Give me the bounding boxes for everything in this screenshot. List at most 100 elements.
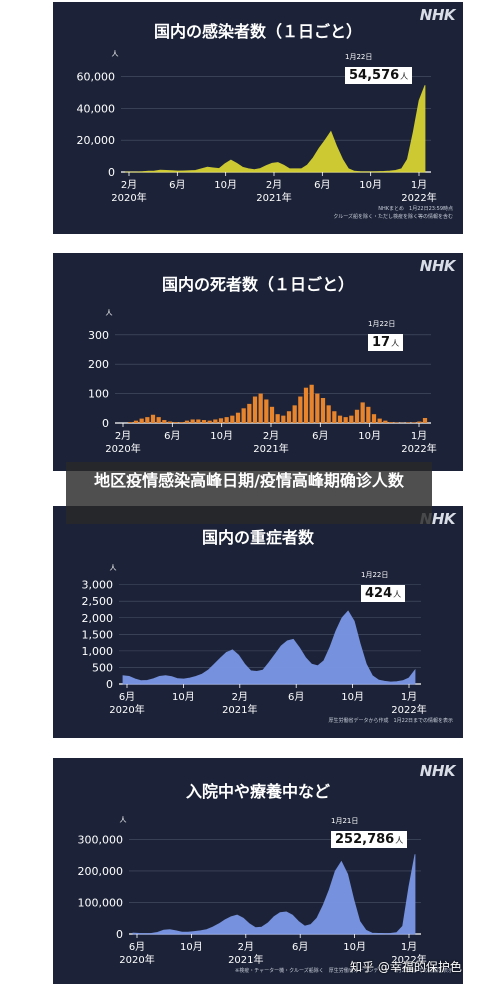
bar [145, 417, 150, 423]
y-unit-label: 人 [110, 564, 117, 572]
y-tick-label: 20,000 [77, 134, 116, 147]
x-tick-sublabel: 2022年 [391, 953, 426, 966]
y-tick-label: 0 [108, 166, 115, 179]
y-tick-label: 60,000 [77, 71, 116, 84]
x-tick-label: 6月 [164, 430, 180, 442]
x-tick-sublabel: 2022年 [401, 191, 436, 204]
y-unit-label: 人 [120, 816, 127, 824]
bar [179, 422, 184, 423]
latest-value-callout: 1月21日 252,786人 [331, 816, 408, 848]
bar [213, 419, 218, 423]
bar [162, 420, 167, 423]
chart-panel-cases: 国内の感染者数（１日ごと） NHK 人 0 20,000 40,000 60,000 2月… [53, 2, 463, 234]
bar [258, 393, 263, 423]
x-tick-label: 1月 [411, 179, 427, 191]
x-tick-sublabel: 2021年 [228, 953, 263, 966]
bar [349, 415, 354, 423]
callout-unit: 人 [400, 72, 409, 81]
y-tick-label: 0 [116, 928, 123, 941]
series-area [132, 854, 416, 935]
bar [156, 417, 161, 423]
y-tick-label: 300,000 [78, 833, 124, 846]
source-note: 厚生労働省データから作成 1月22日までの情報を表示 [328, 717, 453, 724]
callout-date: 1月21日 [331, 817, 359, 825]
callout-value: 17 [372, 335, 391, 350]
bar [269, 406, 275, 423]
bar [309, 384, 314, 423]
x-tick-label: 10月 [359, 179, 382, 191]
bar [230, 415, 235, 423]
x-tick-sublabel: 2022年 [401, 442, 436, 455]
y-tick-label: 3,000 [82, 579, 114, 592]
chart-title: 入院中や療養中など [185, 782, 330, 801]
y-tick-label: 500 [92, 661, 113, 674]
x-tick-sublabel: 2022年 [391, 703, 426, 716]
bar [315, 393, 320, 423]
chart-title: 国内の感染者数（１日ごと） [153, 22, 362, 41]
y-tick-label: 0 [102, 417, 109, 430]
callout-value-box: 424人 [361, 585, 406, 602]
x-tick-label: 6月 [169, 179, 185, 191]
bar [241, 408, 246, 423]
y-tick-label: 100 [88, 388, 109, 401]
callout-date: 1月22日 [345, 53, 373, 61]
latest-value-callout: 1月22日 17人 [368, 319, 404, 351]
x-tick-sublabel: 2020年 [105, 442, 140, 455]
callout-unit: 人 [393, 590, 402, 599]
y-tick-label: 2,000 [82, 612, 114, 625]
bar [326, 405, 331, 423]
bar [218, 418, 224, 423]
x-tick-label: 1月 [401, 691, 417, 703]
y-tick-label: 100,000 [78, 896, 124, 909]
x-tick-label: 6月 [119, 691, 135, 703]
y-tick-label: 200,000 [78, 865, 124, 878]
y-tick-label: 1,000 [82, 645, 114, 658]
bar [201, 420, 207, 423]
x-tick-label: 2月 [115, 430, 131, 442]
x-tick-label: 10月 [214, 179, 237, 191]
bar [173, 422, 178, 423]
x-tick-sublabel: 2020年 [119, 953, 154, 966]
bar [247, 403, 252, 423]
nhk-logo: NHK [419, 762, 456, 780]
bar [167, 421, 173, 423]
source-note: クルーズ船を除く・ただし検疫を除く等の情報を含む [333, 213, 453, 220]
x-tick-label: 2月 [263, 430, 279, 442]
bar [298, 396, 303, 423]
bar [303, 387, 309, 423]
bar [377, 418, 382, 423]
bar [264, 399, 269, 423]
watermark: 知乎 @幸福的保护色 [350, 960, 462, 974]
bar [343, 417, 348, 423]
source-note: ※検疫・チャーター機・クルーズ船除く 厚生労働省オープンデータ 1月21日までの… [235, 967, 453, 974]
series-area [122, 610, 416, 685]
x-tick-label: 1月 [401, 941, 417, 953]
bar [139, 418, 144, 423]
bar [354, 409, 360, 423]
bar [320, 398, 326, 423]
y-tick-label: 0 [106, 678, 113, 691]
y-tick-label: 40,000 [77, 102, 116, 115]
x-tick-label: 10月 [343, 941, 366, 953]
callout-value: 424 [365, 586, 393, 601]
callout-value-box: 54,576人 [345, 67, 413, 84]
x-tick-label: 6月 [288, 691, 304, 703]
nhk-logo: NHK [419, 6, 456, 24]
x-tick-sublabel: 2020年 [109, 703, 144, 716]
bar [337, 415, 343, 423]
callout-value: 252,786 [335, 832, 395, 847]
y-tick-label: 1,500 [82, 628, 114, 641]
latest-value-callout: 1月22日 424人 [361, 570, 406, 602]
bar [411, 422, 416, 423]
bar [190, 419, 195, 423]
y-tick-label: 300 [88, 329, 109, 342]
x-tick-label: 2月 [121, 179, 137, 191]
overlay-banner-title: 地区疫情感染高峰日期/疫情高峰期确诊人数 [66, 462, 432, 524]
y-tick-label: 2,500 [82, 595, 114, 608]
x-tick-label: 6月 [129, 941, 145, 953]
bar [388, 422, 394, 423]
x-tick-sublabel: 2020年 [111, 191, 146, 204]
